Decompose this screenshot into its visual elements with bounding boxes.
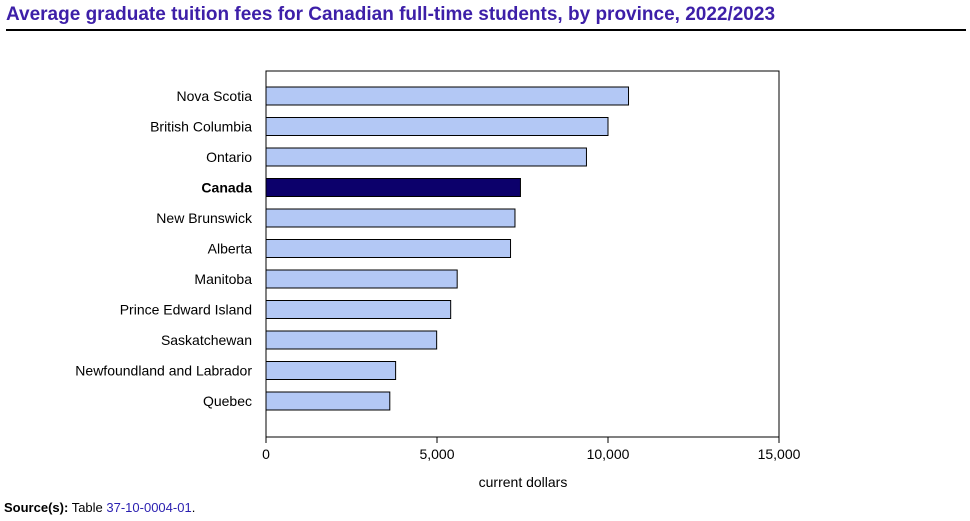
bar-canada — [265, 178, 521, 197]
category-label: Quebec — [203, 393, 252, 409]
bar-alberta — [265, 239, 512, 258]
x-axis-label: current dollars — [479, 474, 568, 490]
category-label: New Brunswick — [156, 210, 253, 226]
source-label: Source(s): — [4, 500, 69, 515]
x-tick-label: 5,000 — [419, 446, 454, 462]
bar-new-brunswick — [265, 208, 516, 228]
bar-manitoba — [265, 269, 458, 289]
bar-prince-edward-island — [265, 300, 452, 319]
bar-saskatchewan — [265, 330, 438, 350]
category-label: Ontario — [206, 149, 252, 165]
category-label: British Columbia — [150, 119, 252, 135]
source-link[interactable]: 37-10-0004-01 — [106, 500, 192, 515]
source-note: Source(s): Table 37-10-0004-01. — [4, 500, 195, 515]
x-tick-label: 10,000 — [587, 446, 630, 462]
bar-nova-scotia — [265, 86, 630, 106]
category-label: Newfoundland and Labrador — [75, 363, 252, 379]
x-tick-label: 0 — [262, 446, 270, 462]
bar-ontario — [265, 147, 587, 167]
source-end: . — [191, 500, 196, 515]
category-label: Canada — [201, 180, 252, 196]
chart-title: Average graduate tuition fees for Canadi… — [6, 4, 776, 25]
category-label: Alberta — [208, 241, 253, 257]
category-label: Nova Scotia — [177, 88, 253, 104]
bar-quebec — [265, 391, 391, 411]
bar-british-columbia — [265, 117, 609, 136]
source-text: Table — [71, 500, 103, 515]
title-divider — [6, 29, 966, 31]
x-tick-label: 15,000 — [758, 446, 801, 462]
category-label: Prince Edward Island — [120, 302, 252, 318]
category-label: Manitoba — [194, 271, 252, 287]
category-label: Saskatchewan — [161, 332, 252, 348]
bar-chart: Nova Scotia British Columbia Ontario Canada… — [75, 70, 801, 490]
bar-newfoundland-and-labrador — [265, 361, 397, 380]
